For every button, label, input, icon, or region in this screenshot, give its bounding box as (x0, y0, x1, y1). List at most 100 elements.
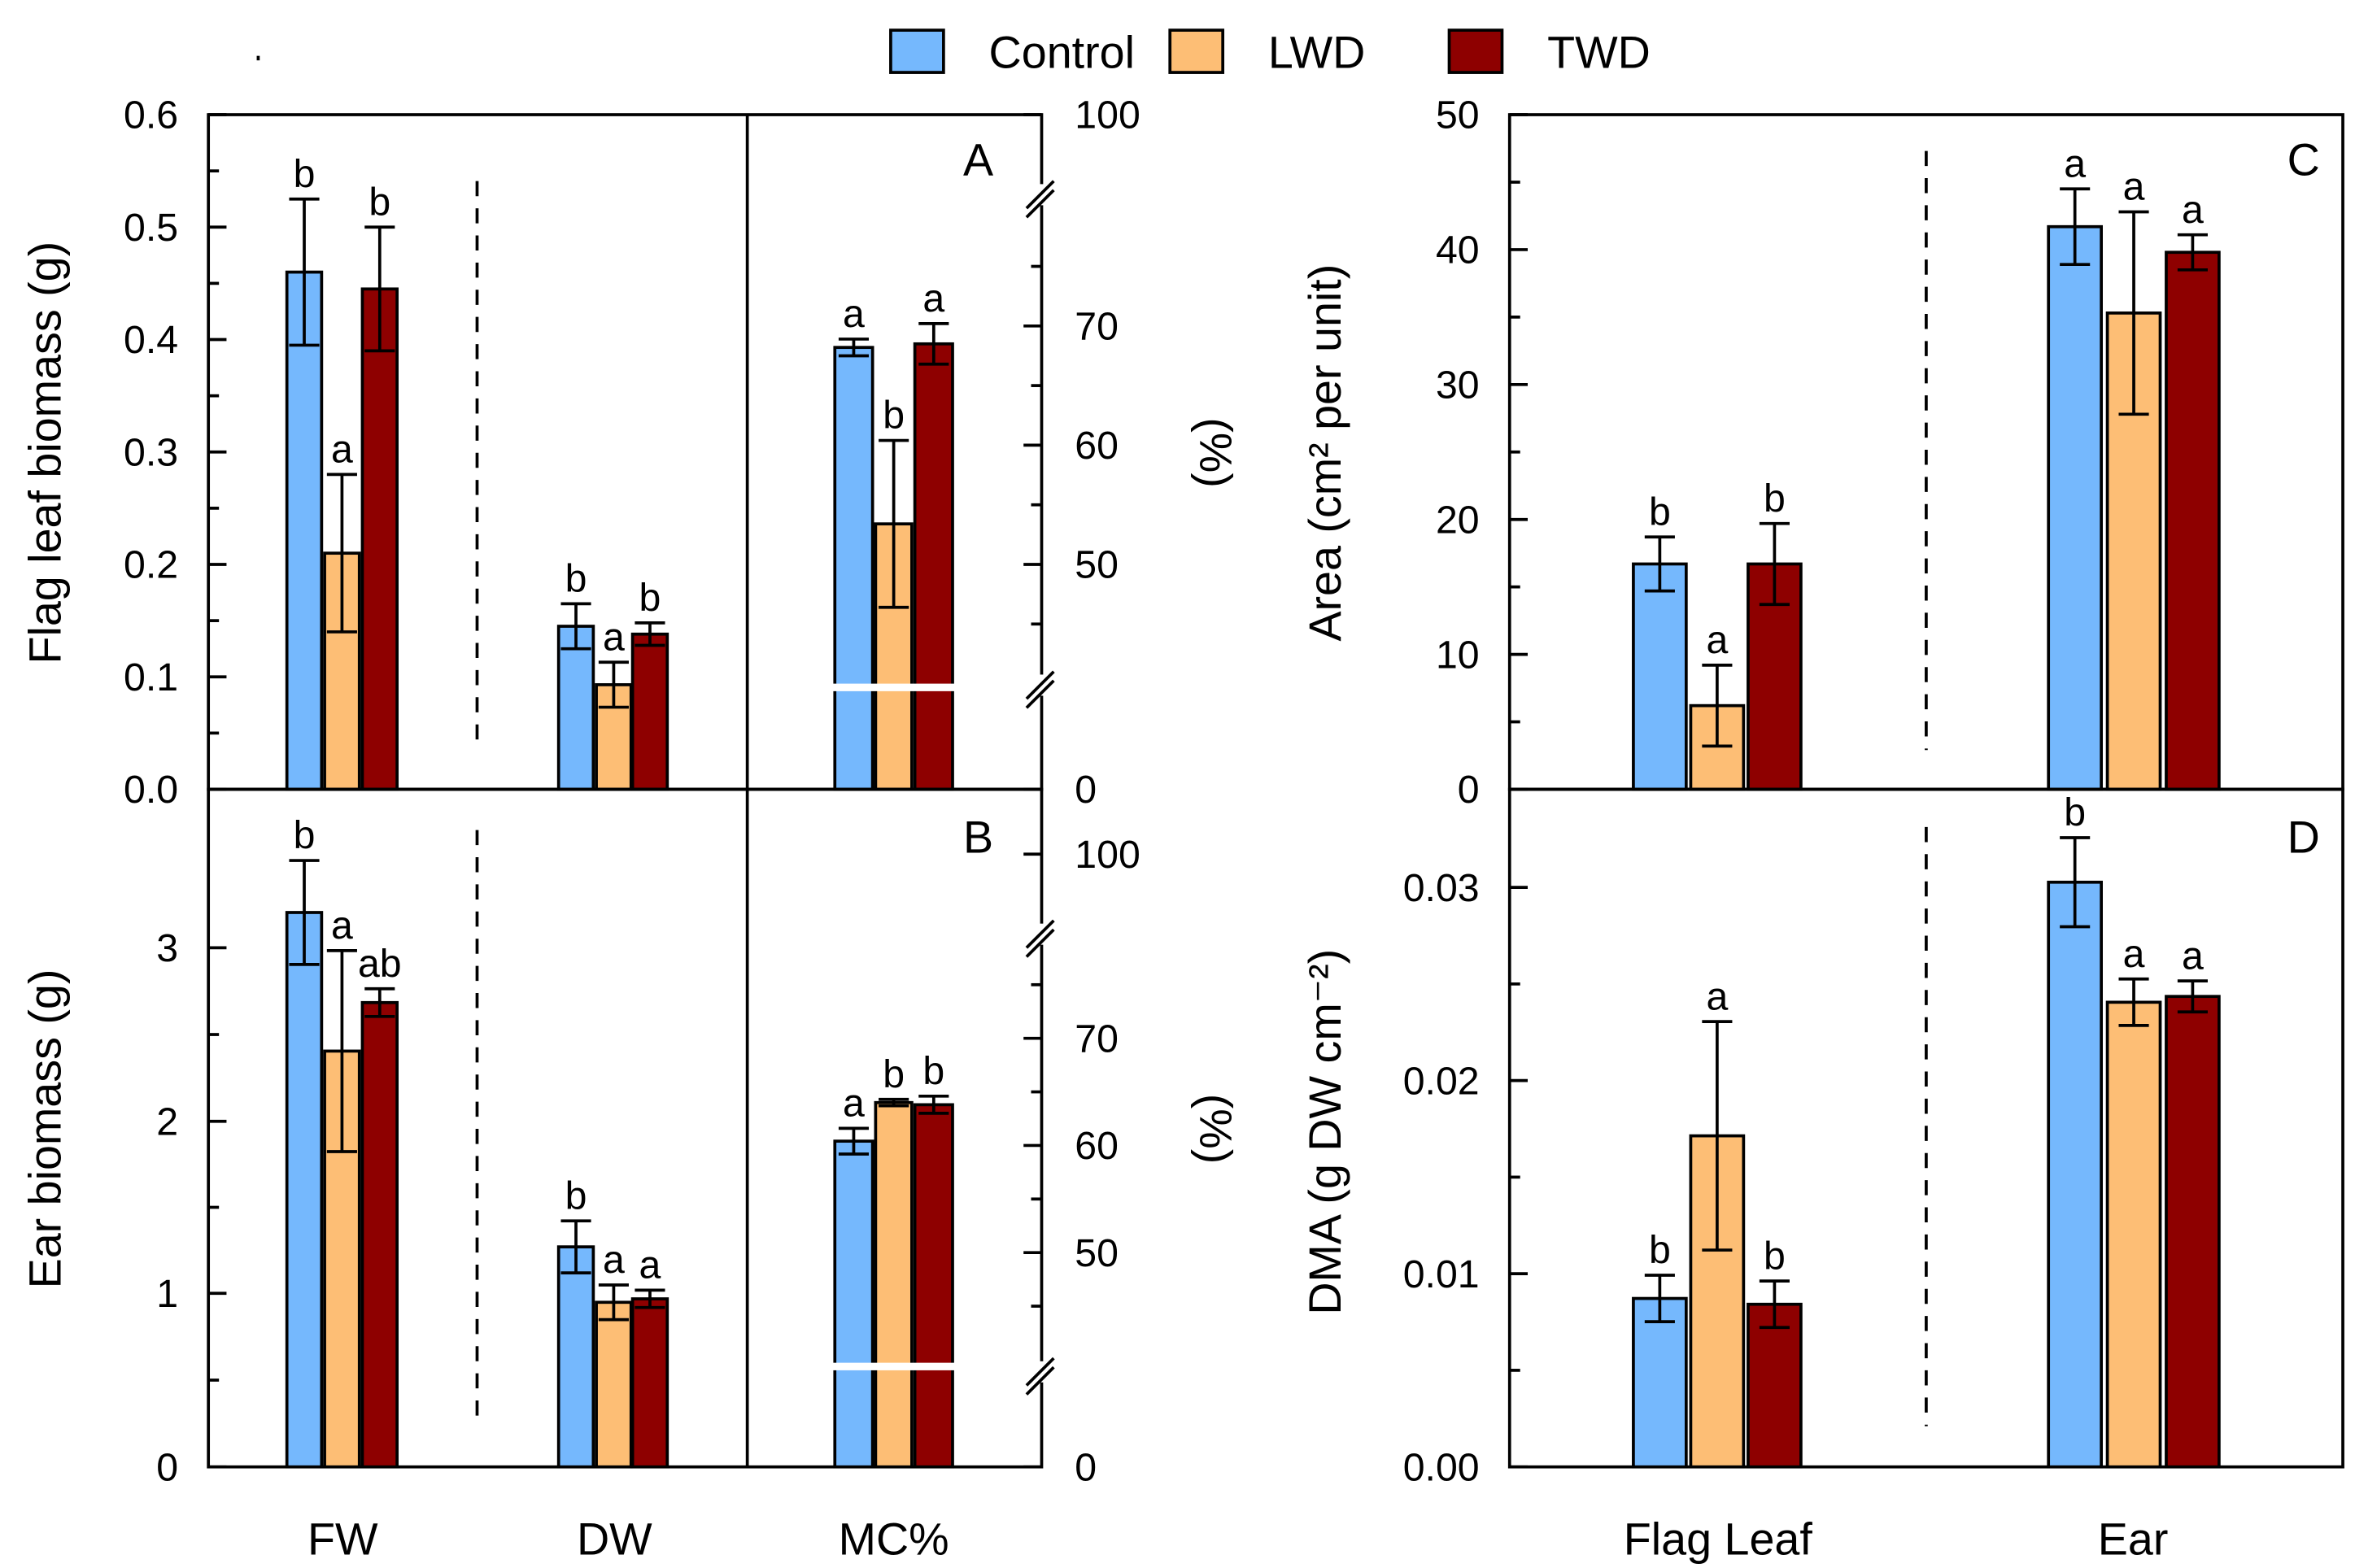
panel-a-significance-letter: b (369, 180, 390, 224)
panel-d-frame (1507, 787, 2344, 1469)
panel-b-ytick-right-label: 100 (1075, 833, 1140, 877)
panel-b-ytick-label: 1 (156, 1272, 178, 1316)
panel-b-ytick-right-label: 70 (1075, 1017, 1119, 1061)
panel-a-ytick-right-label: 0 (1075, 768, 1097, 812)
panel-c-ytick-label: 30 (1436, 364, 1480, 407)
panel-b-ytick-label: 2 (156, 1100, 178, 1143)
panel-d-significance-letter: b (1764, 1234, 1786, 1278)
panel-b-significance-letter: a (639, 1244, 661, 1287)
panel-c-bar-control (2047, 224, 2104, 791)
panel-a-ytick-label: 0.4 (124, 318, 178, 362)
panel-a-bar-break (830, 683, 957, 691)
panel-a-axis-break-mark (1025, 189, 1055, 219)
panel-a-bar-control (285, 270, 324, 791)
legend-swatch-lwd (1168, 28, 1225, 74)
panel-c-significance-letter: a (2182, 188, 2204, 232)
panel-d-tag-label: D (2287, 812, 2320, 862)
panel-b-ylabel: Ear biomass (g) (20, 969, 70, 1289)
panel-b-ytick-right-label: 50 (1075, 1231, 1119, 1275)
legend-label-control: Control (989, 28, 1135, 78)
panel-c-ytick-label: 40 (1436, 229, 1480, 272)
panel-a-ylabel: Flag leaf biomass (g) (20, 242, 70, 664)
panel-b-bar-break (830, 1362, 957, 1370)
panel-a-ylabel-right: (%) (1190, 417, 1241, 488)
panel-d-ytick-label: 0.03 (1403, 866, 1480, 910)
panel-c-ytick-label: 0 (1458, 768, 1480, 812)
panel-c-ytick-label: 10 (1436, 633, 1480, 677)
panel-b-axis-break-mark (1025, 1365, 1055, 1396)
panel-a-ytick-right-label: 50 (1075, 543, 1119, 587)
panel-a-axis-break-mark (1025, 679, 1055, 709)
panel-d-bar-control (1632, 1296, 1688, 1469)
panel-b-axis-break-mark (1025, 928, 1055, 958)
panel-b-significance-letter: b (294, 813, 316, 857)
panel-b-bar-control (833, 1139, 874, 1469)
panel-b-bar-twd (630, 1297, 669, 1469)
panel-b-ytick-right-label: 0 (1075, 1445, 1097, 1489)
x-category-label: FW (307, 1514, 378, 1564)
panel-b-significance-letter: a (331, 904, 353, 947)
panel-a-tag-label: A (963, 134, 994, 185)
panel-c-ytick-label: 20 (1436, 498, 1480, 542)
panel-a-ytick-label: 0.1 (124, 656, 178, 699)
panel-b-tag-label: B (963, 812, 993, 862)
panel-d-bar-lwd (2105, 1000, 2162, 1469)
panel-d-significance-letter: a (2123, 932, 2145, 976)
panel-b-bar-control (285, 911, 324, 1469)
panel-a-significance-letter: b (294, 152, 316, 196)
panel-b-ytick-label: 0 (156, 1445, 178, 1489)
legend-swatch-control (889, 28, 945, 74)
panel-b-bar-lwd (595, 1300, 633, 1469)
legend-label-twd: TWD (1547, 28, 1651, 78)
panel-a-ytick-label: 0.3 (124, 430, 178, 474)
x-category-label: Ear (2098, 1514, 2169, 1564)
panel-d-significance-letter: b (1649, 1228, 1671, 1272)
panel-c-tag-label: C (2287, 134, 2320, 185)
panel-d-significance-letter: a (1706, 974, 1728, 1018)
panel-d-ytick-label: 0.01 (1403, 1252, 1480, 1296)
panel-a-bar-twd (630, 632, 669, 791)
panel-a-bar-twd (913, 342, 954, 791)
panel-c-significance-letter: a (2123, 165, 2145, 209)
panel-b-ytick-right-label: 60 (1075, 1124, 1119, 1168)
panel-a-significance-letter: a (843, 292, 865, 336)
panel-c-bar-twd (2165, 250, 2221, 791)
panel-a-ytick-right-label: 70 (1075, 305, 1119, 349)
panel-d-bar-twd (1747, 1302, 1803, 1469)
panel-b-significance-letter: a (843, 1081, 865, 1125)
panel-a-ytick-label: 0.5 (124, 206, 178, 250)
panel-b-bar-twd (360, 1000, 399, 1469)
panel-d-bar-twd (2165, 995, 2221, 1469)
panel-d-ytick-label: 0.00 (1403, 1445, 1480, 1489)
stray-dot (256, 55, 260, 61)
panel-b-significance-letter: b (883, 1052, 905, 1096)
panel-a-axis-break-mark (1025, 180, 1055, 210)
panel-a-ytick-right-label: 60 (1075, 424, 1119, 468)
panel-a-significance-letter: b (883, 394, 905, 438)
panel-a-ytick-label: 0.2 (124, 543, 178, 587)
legend-label-lwd: LWD (1268, 28, 1366, 78)
panel-d-ytick-label: 0.02 (1403, 1059, 1480, 1103)
panel-b-axis-break-mark (1025, 1357, 1055, 1387)
x-category-label: MC% (839, 1514, 949, 1564)
panel-c-significance-letter: b (1649, 490, 1671, 534)
panel-b-bar-twd (913, 1103, 954, 1469)
x-category-label: Flag Leaf (1624, 1514, 1813, 1564)
panel-b-significance-letter: b (922, 1049, 944, 1093)
panel-a-significance-letter: b (639, 576, 661, 620)
x-category-label: DW (577, 1514, 652, 1564)
panel-a-significance-letter: a (603, 615, 625, 659)
panel-b-ylabel-right: (%) (1190, 1094, 1241, 1165)
panel-a-significance-letter: a (331, 428, 353, 472)
panel-a-bar-control (556, 625, 595, 791)
panel-c-bar-control (1632, 562, 1688, 791)
panel-a-axis-break-mark (1025, 670, 1055, 700)
panel-c-ytick-label: 50 (1436, 94, 1480, 137)
panel-b-bar-lwd (874, 1100, 914, 1469)
panel-c-ylabel: Area (cm² per unit) (1300, 264, 1350, 642)
panel-d-significance-letter: b (2064, 791, 2086, 834)
panel-c-significance-letter: b (1764, 477, 1786, 520)
panel-a-ytick-right-label: 100 (1075, 94, 1140, 137)
panel-c-significance-letter: a (1706, 618, 1728, 662)
panel-b-ytick-label: 3 (156, 926, 178, 970)
